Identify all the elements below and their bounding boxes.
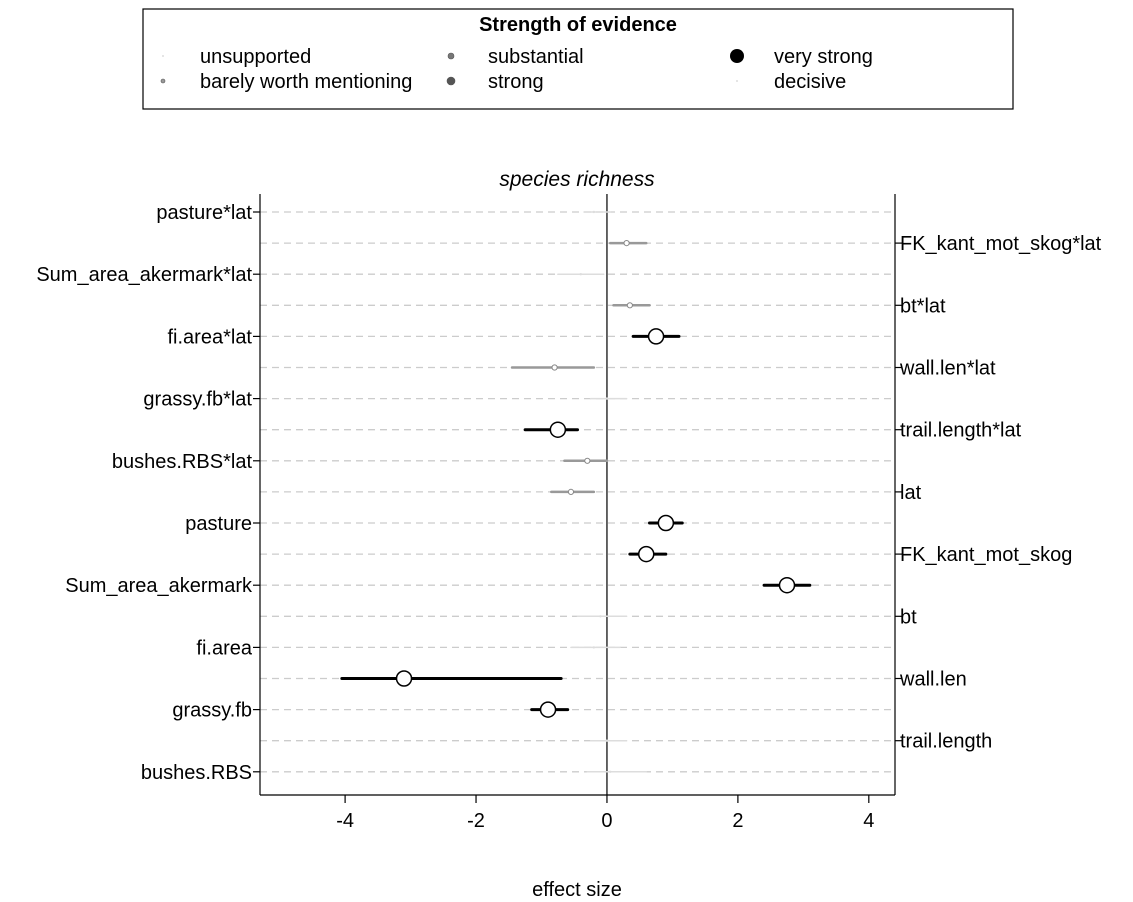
legend-symbol [160,78,166,84]
row-label: trail.length [900,731,992,753]
legend: Strength of evidence unsupported barely w… [142,8,1014,110]
x-tick-label: 0 [601,810,612,832]
estimate-point [623,240,630,247]
row-label: pasture [185,513,252,535]
confidence-intervals [340,211,812,773]
row-label: grassy.fb [172,700,252,722]
row-label: FK_kant_mot_skog*lat [900,233,1102,255]
legend-box [142,8,1014,110]
legend-label: decisive [774,71,846,93]
legend-label: substantial [488,46,584,68]
estimates [395,210,796,773]
legend-symbol [736,80,738,82]
row-labels: pasture*lat FK_kant_mot_skog*lat Sum_area_… [36,202,1101,784]
legend-label: barely worth mentioning [200,71,412,93]
row-label: bushes.RBS*lat [112,451,253,473]
estimate-point [605,397,609,400]
legend-symbol [447,52,455,60]
x-tick-label: 4 [863,810,874,832]
estimate-point [609,770,612,773]
row-label: lat [900,482,922,504]
estimate-point [637,545,655,563]
row-label: bt [900,606,917,628]
estimate-point [592,210,596,214]
row-label: grassy.fb*lat [143,389,252,411]
estimate-point [584,457,591,464]
estimate-point [605,739,609,742]
estimate-point [647,328,665,345]
legend-label: strong [488,71,544,93]
legend-label: very strong [774,46,873,68]
estimate-point [539,701,557,718]
x-tick-label: 2 [732,810,743,832]
row-label: trail.length*lat [900,420,1022,442]
row-label: pasture*lat [156,202,252,224]
row-label: FK_kant_mot_skog [900,544,1072,566]
x-axis-label: effect size [532,879,622,901]
estimate-point [592,646,596,649]
row-label: Sum_area_akermark [65,575,253,597]
row-label: bt*lat [900,295,946,317]
estimate-point [778,576,796,594]
estimate-point [551,364,558,371]
estimate-point [657,514,675,532]
row-label: Sum_area_akermark*lat [36,264,252,286]
x-tick-label: -4 [336,810,354,832]
row-label: fi.area*lat [168,326,253,348]
row-label: bushes.RBS [141,762,252,784]
estimate-point [395,670,413,687]
row-label: fi.area [196,637,252,659]
legend-symbol [162,55,164,57]
legend-title: Strength of evidence [479,14,677,36]
estimate-point [579,273,582,276]
chart-title: species richness [499,168,655,191]
estimate-point [567,488,575,495]
x-tick-label: -2 [467,810,485,832]
plot-area: pasture*lat FK_kant_mot_skog*lat Sum_area_… [36,194,1102,832]
row-label: wall.len [899,669,967,691]
x-ticks: -4 -2 0 2 4 [336,795,874,832]
estimate-point [599,615,602,618]
estimate-point [549,421,567,438]
legend-symbol [446,76,456,86]
row-label: wall.len*lat [899,358,996,380]
legend-symbol [730,49,744,63]
legend-label: unsupported [200,46,311,68]
estimate-point [626,302,633,309]
